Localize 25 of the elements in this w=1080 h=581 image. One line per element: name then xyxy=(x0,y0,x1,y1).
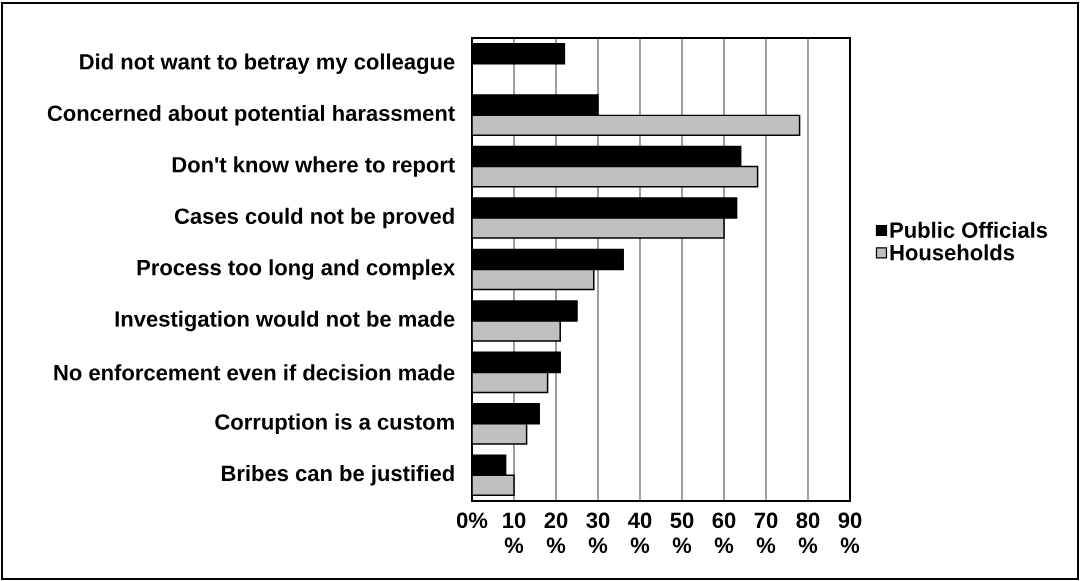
x-tick-label: 0% xyxy=(456,512,488,529)
x-tick-label: 70% xyxy=(754,512,778,554)
x-tick-label: 20% xyxy=(544,512,568,554)
bar xyxy=(472,371,549,394)
x-tick-label: 80% xyxy=(796,512,820,554)
bar xyxy=(472,474,515,497)
x-tick-label: 10% xyxy=(503,512,526,554)
x-tick-label: 40% xyxy=(628,512,652,554)
y-tick-label: Corruption is a custom xyxy=(215,413,454,435)
y-tick-label: Concerned about potential harassment xyxy=(47,104,455,126)
legend-label: Households xyxy=(890,244,1015,261)
x-tick-label: 90% xyxy=(838,512,862,554)
y-tick-label: Bribes can be justified xyxy=(221,465,454,486)
y-tick-label: Don't know where to report xyxy=(172,156,455,177)
y-tick-label: No enforcement even if decision made xyxy=(54,364,455,381)
x-tick-label: 50% xyxy=(670,512,694,554)
y-tick-label: Cases could not be proved xyxy=(174,207,454,229)
bar xyxy=(472,268,595,291)
legend-label: Public Officials xyxy=(890,221,1048,238)
x-tick-label: 30% xyxy=(586,512,610,554)
bar xyxy=(472,165,759,188)
y-tick-label: Did not want to betray my colleague xyxy=(80,53,455,75)
x-tick-label: 60% xyxy=(712,512,736,554)
y-tick-label: Investigation would not be made xyxy=(115,310,455,332)
y-tick-label: Process too long and complex xyxy=(137,259,456,280)
